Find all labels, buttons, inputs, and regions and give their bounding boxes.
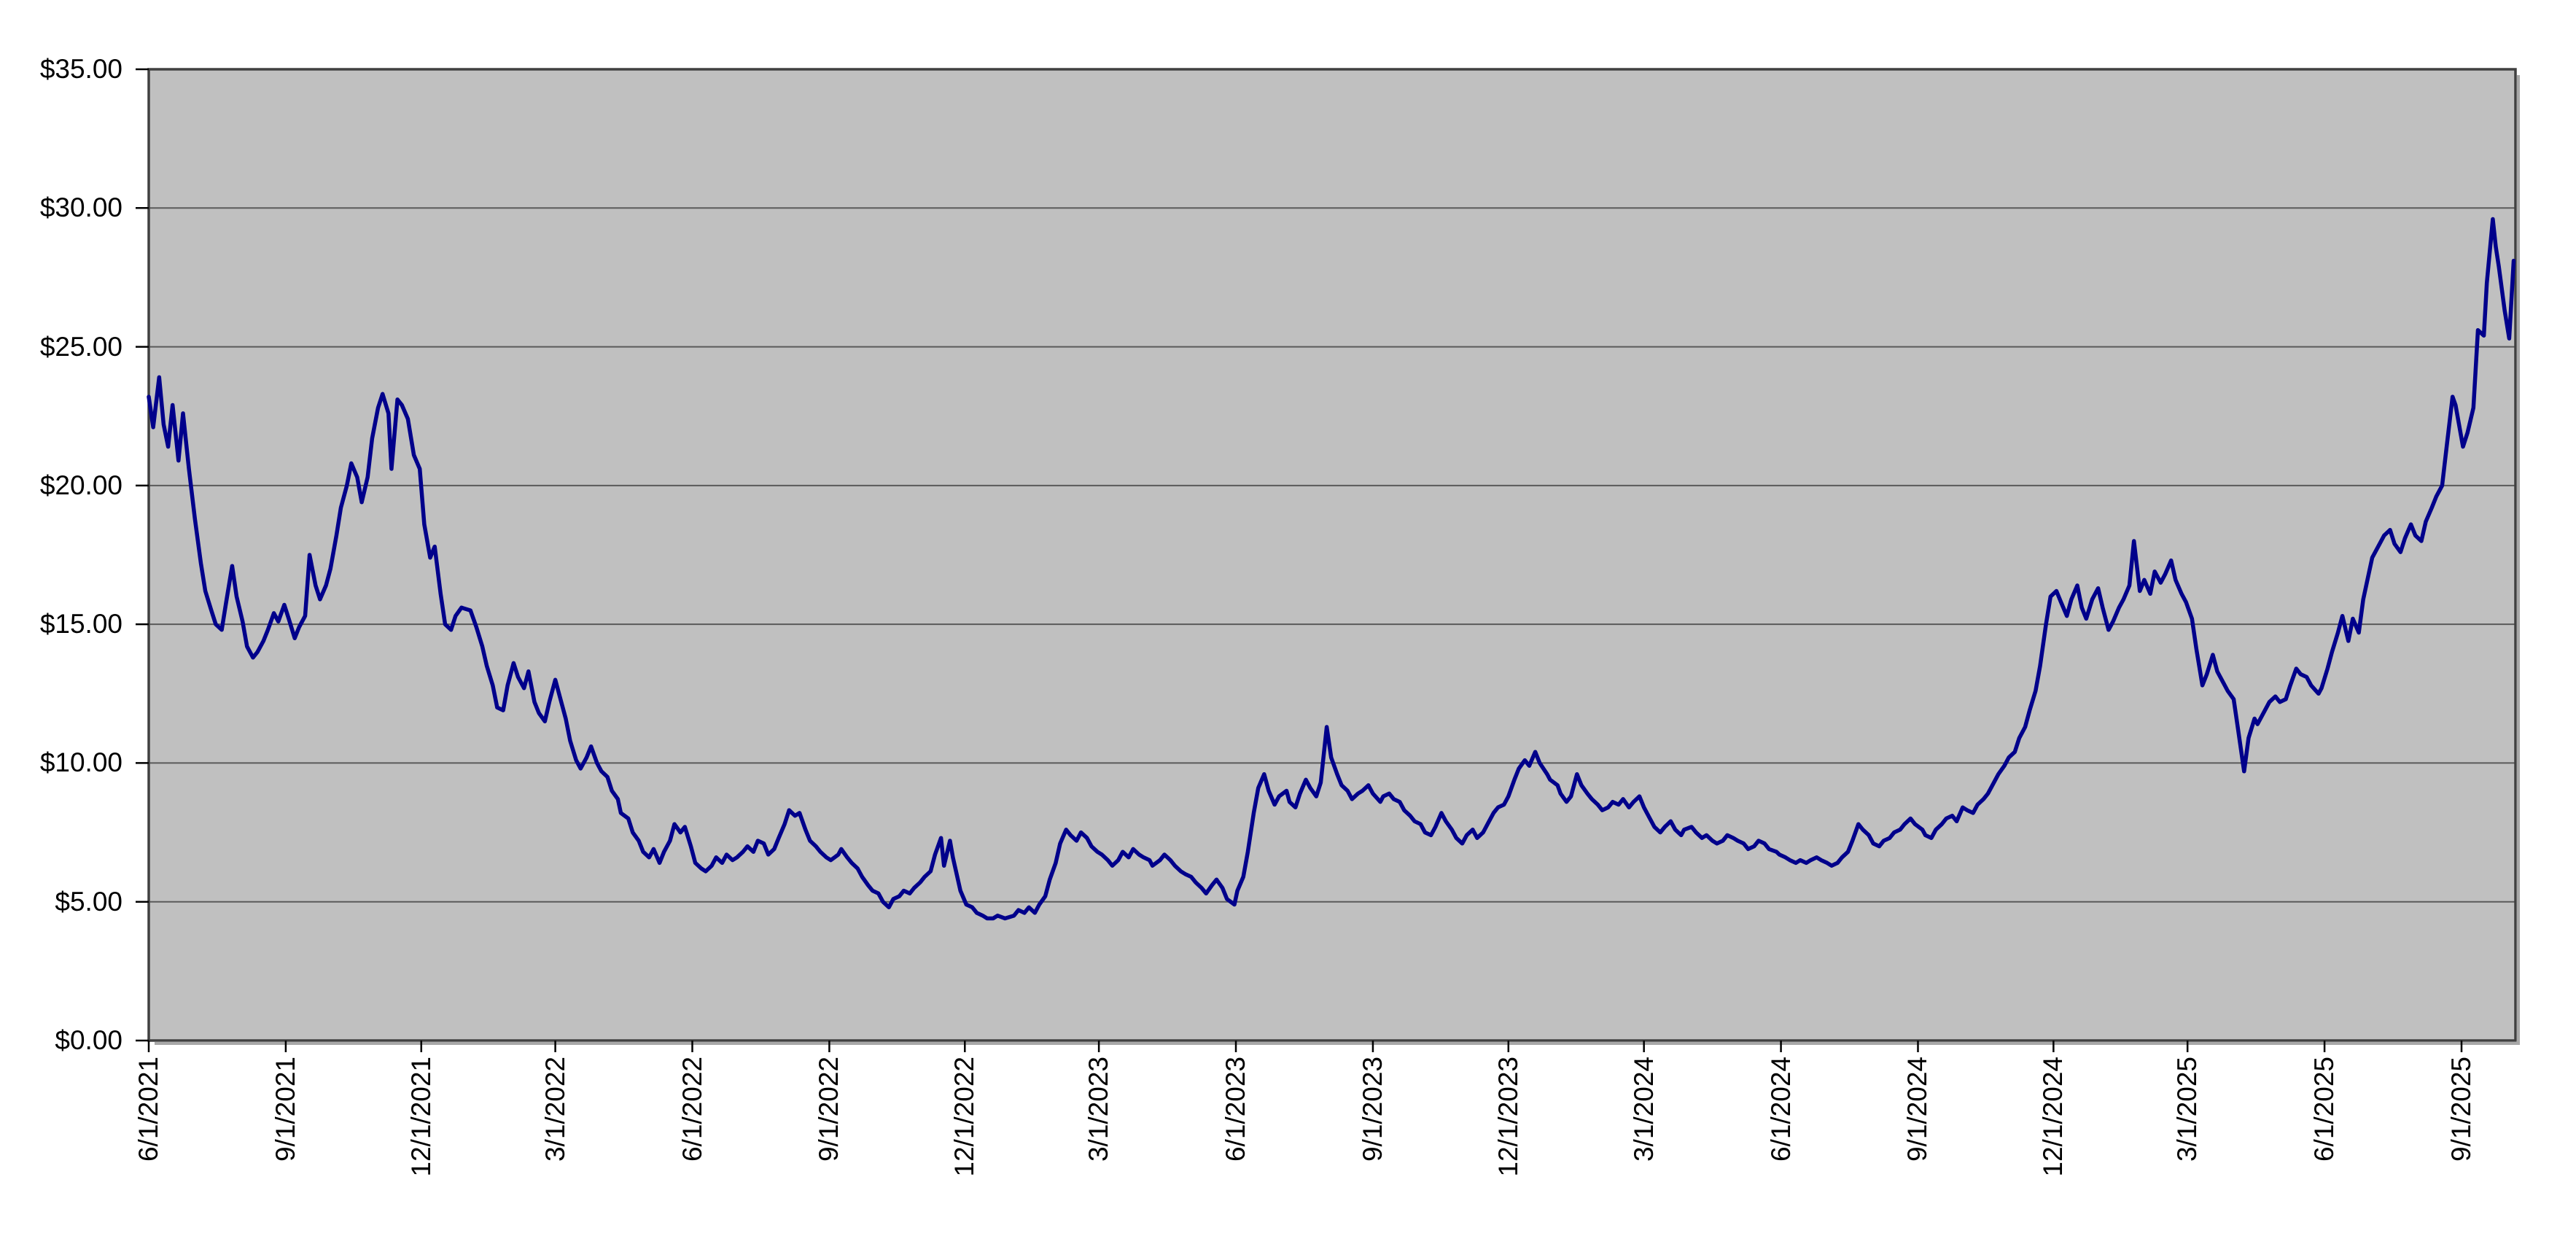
- x-axis-label: 3/1/2024: [1628, 1057, 1659, 1162]
- y-axis-label: $10.00: [39, 747, 122, 778]
- x-axis-label: 12/1/2024: [2038, 1057, 2069, 1177]
- x-axis-label: 6/1/2022: [677, 1057, 707, 1162]
- x-axis-label: 3/1/2022: [540, 1057, 570, 1162]
- x-axis-label: 9/1/2022: [814, 1057, 844, 1162]
- plot-background: [149, 69, 2515, 1041]
- y-axis-label: $35.00: [39, 54, 122, 84]
- x-axis-label: 6/1/2024: [1765, 1057, 1796, 1162]
- x-axis-label: 6/1/2025: [2309, 1057, 2340, 1162]
- x-axis-label: 9/1/2025: [2446, 1057, 2476, 1162]
- plot-border: [147, 68, 2517, 1042]
- y-axis-label: $25.00: [39, 331, 122, 362]
- x-axis-label: 3/1/2025: [2172, 1057, 2203, 1162]
- x-axis-label: 6/1/2023: [1221, 1057, 1251, 1162]
- x-axis-label: 3/1/2023: [1083, 1057, 1114, 1162]
- x-axis-label: 12/1/2021: [405, 1057, 436, 1177]
- y-axis-label: $30.00: [39, 193, 122, 223]
- x-axis-label: 6/1/2021: [133, 1057, 163, 1162]
- y-axis-label: $15.00: [39, 609, 122, 639]
- x-axis-label: 12/1/2022: [949, 1057, 980, 1177]
- y-axis-label: $0.00: [55, 1025, 122, 1055]
- price-line: [147, 217, 2516, 921]
- x-axis-label: 12/1/2023: [1493, 1057, 1523, 1177]
- y-axis-label: $5.00: [55, 886, 122, 917]
- x-axis-label: 9/1/2024: [1902, 1057, 1933, 1162]
- x-axis-label: 9/1/2023: [1357, 1057, 1388, 1162]
- y-axis-label: $20.00: [39, 470, 122, 500]
- x-axis-label: 9/1/2021: [270, 1057, 300, 1162]
